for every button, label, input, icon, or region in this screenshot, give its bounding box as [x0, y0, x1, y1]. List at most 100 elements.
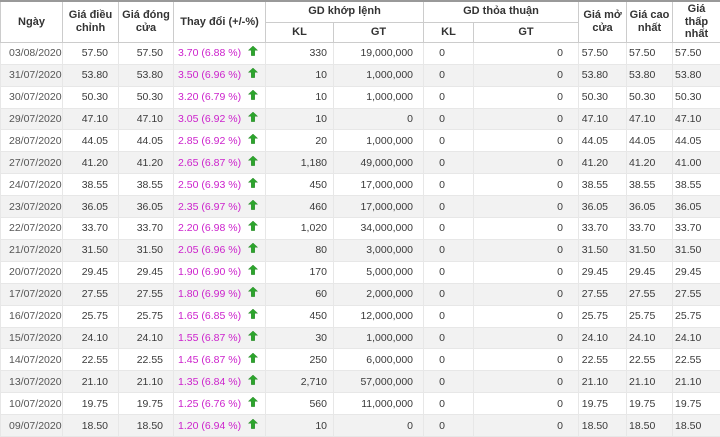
change-value: 1.65 (6.85 %): [178, 310, 241, 322]
table-row: 24/07/2020 38.55 38.55 2.50 (6.93 %) 450…: [1, 174, 720, 196]
cell-open-price: 50.30: [579, 86, 627, 108]
table-row: 21/07/2020 31.50 31.50 2.05 (6.96 %) 80 …: [1, 239, 720, 261]
cell-negotiated-volume: 0: [424, 371, 474, 393]
cell-negotiated-volume: 0: [424, 42, 474, 64]
column-group-negotiated-orders: GD thỏa thuận: [424, 1, 579, 22]
cell-negotiated-value: 0: [474, 86, 579, 108]
cell-high-price: 50.30: [627, 86, 673, 108]
cell-adjusted-price: 57.50: [63, 42, 119, 64]
table-body: 03/08/2020 57.50 57.50 3.70 (6.88 %) 330…: [1, 42, 720, 436]
cell-low-price: 38.55: [673, 174, 720, 196]
up-arrow-icon: [248, 221, 258, 233]
cell-matched-volume: 450: [266, 305, 334, 327]
cell-adjusted-price: 41.20: [63, 152, 119, 174]
change-value: 3.50 (6.96 %): [178, 69, 241, 81]
column-group-matched-orders: GD khớp lệnh: [266, 1, 424, 22]
cell-date: 28/07/2020: [1, 130, 63, 152]
cell-matched-value: 3,000,000: [334, 239, 424, 261]
cell-change: 1.65 (6.85 %): [174, 305, 266, 327]
cell-matched-value: 5,000,000: [334, 261, 424, 283]
up-arrow-icon: [248, 90, 258, 102]
cell-date: 13/07/2020: [1, 371, 63, 393]
cell-open-price: 27.55: [579, 283, 627, 305]
change-value: 1.35 (6.84 %): [178, 376, 241, 388]
cell-high-price: 47.10: [627, 108, 673, 130]
cell-low-price: 31.50: [673, 239, 720, 261]
cell-open-price: 53.80: [579, 64, 627, 86]
up-arrow-icon: [248, 68, 258, 80]
cell-matched-volume: 250: [266, 349, 334, 371]
cell-high-price: 21.10: [627, 371, 673, 393]
change-value: 1.90 (6.90 %): [178, 266, 241, 278]
cell-negotiated-volume: 0: [424, 283, 474, 305]
cell-close-price: 38.55: [119, 174, 174, 196]
up-arrow-icon: [248, 265, 258, 277]
cell-change: 1.25 (6.76 %): [174, 393, 266, 415]
cell-high-price: 31.50: [627, 239, 673, 261]
up-arrow-icon: [248, 375, 258, 387]
cell-change: 2.20 (6.98 %): [174, 218, 266, 240]
cell-date: 16/07/2020: [1, 305, 63, 327]
cell-adjusted-price: 50.30: [63, 86, 119, 108]
column-header-open-price: Giá mở cửa: [579, 1, 627, 42]
cell-change: 3.50 (6.96 %): [174, 64, 266, 86]
change-value: 3.05 (6.92 %): [178, 113, 241, 125]
up-arrow-icon: [248, 309, 258, 321]
cell-date: 27/07/2020: [1, 152, 63, 174]
up-arrow-icon: [248, 243, 258, 255]
change-value: 3.70 (6.88 %): [178, 47, 241, 59]
cell-open-price: 41.20: [579, 152, 627, 174]
up-arrow-icon: [248, 134, 258, 146]
cell-negotiated-value: 0: [474, 196, 579, 218]
change-value: 2.05 (6.96 %): [178, 244, 241, 256]
up-arrow-icon: [248, 331, 258, 343]
table-row: 14/07/2020 22.55 22.55 1.45 (6.87 %) 250…: [1, 349, 720, 371]
cell-low-price: 33.70: [673, 218, 720, 240]
cell-open-price: 33.70: [579, 218, 627, 240]
cell-negotiated-volume: 0: [424, 261, 474, 283]
cell-low-price: 50.30: [673, 86, 720, 108]
cell-negotiated-volume: 0: [424, 64, 474, 86]
cell-date: 15/07/2020: [1, 327, 63, 349]
cell-adjusted-price: 53.80: [63, 64, 119, 86]
cell-adjusted-price: 24.10: [63, 327, 119, 349]
cell-negotiated-value: 0: [474, 130, 579, 152]
up-arrow-icon: [248, 419, 258, 431]
cell-date: 10/07/2020: [1, 393, 63, 415]
up-arrow-icon: [248, 156, 258, 168]
cell-date: 23/07/2020: [1, 196, 63, 218]
cell-change: 1.20 (6.94 %): [174, 415, 266, 437]
table-row: 09/07/2020 18.50 18.50 1.20 (6.94 %) 10 …: [1, 415, 720, 437]
cell-negotiated-value: 0: [474, 174, 579, 196]
cell-change: 3.20 (6.79 %): [174, 86, 266, 108]
cell-matched-value: 57,000,000: [334, 371, 424, 393]
change-value: 2.50 (6.93 %): [178, 179, 241, 191]
cell-low-price: 27.55: [673, 283, 720, 305]
column-header-negotiated-volume: KL: [424, 22, 474, 42]
cell-adjusted-price: 19.75: [63, 393, 119, 415]
cell-negotiated-volume: 0: [424, 349, 474, 371]
cell-matched-volume: 30: [266, 327, 334, 349]
cell-close-price: 18.50: [119, 415, 174, 437]
table-row: 15/07/2020 24.10 24.10 1.55 (6.87 %) 30 …: [1, 327, 720, 349]
cell-matched-value: 12,000,000: [334, 305, 424, 327]
table-row: 20/07/2020 29.45 29.45 1.90 (6.90 %) 170…: [1, 261, 720, 283]
cell-high-price: 57.50: [627, 42, 673, 64]
up-arrow-icon: [248, 287, 258, 299]
cell-adjusted-price: 38.55: [63, 174, 119, 196]
cell-date: 03/08/2020: [1, 42, 63, 64]
cell-negotiated-value: 0: [474, 327, 579, 349]
cell-high-price: 41.20: [627, 152, 673, 174]
column-header-high-price: Giá cao nhất: [627, 1, 673, 42]
cell-date: 09/07/2020: [1, 415, 63, 437]
cell-high-price: 44.05: [627, 130, 673, 152]
cell-matched-value: 1,000,000: [334, 86, 424, 108]
cell-matched-value: 0: [334, 108, 424, 130]
cell-close-price: 27.55: [119, 283, 174, 305]
column-header-matched-value: GT: [334, 22, 424, 42]
cell-matched-volume: 20: [266, 130, 334, 152]
cell-negotiated-value: 0: [474, 349, 579, 371]
cell-open-price: 24.10: [579, 327, 627, 349]
cell-matched-volume: 2,710: [266, 371, 334, 393]
cell-change: 3.05 (6.92 %): [174, 108, 266, 130]
